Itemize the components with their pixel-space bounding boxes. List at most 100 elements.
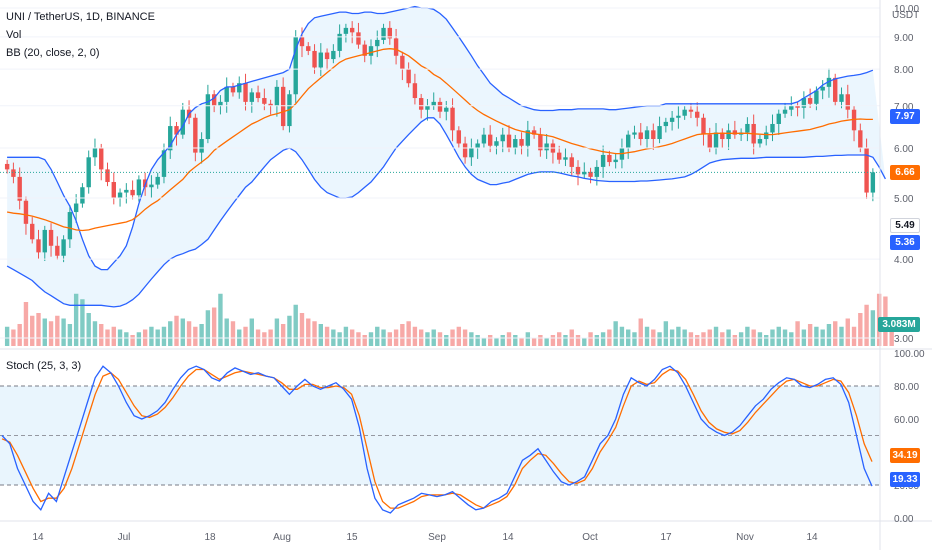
candle[interactable] xyxy=(280,77,286,131)
candle[interactable] xyxy=(274,80,280,117)
candle[interactable] xyxy=(594,160,600,186)
candle[interactable] xyxy=(481,127,487,148)
candle[interactable] xyxy=(92,138,98,166)
candle[interactable] xyxy=(864,138,869,199)
candle[interactable] xyxy=(556,145,562,164)
candle[interactable] xyxy=(99,143,104,181)
candle[interactable] xyxy=(770,114,775,142)
candle[interactable] xyxy=(268,99,273,115)
candle[interactable] xyxy=(425,98,430,121)
candle[interactable] xyxy=(237,76,242,99)
candle[interactable] xyxy=(306,42,311,56)
candle[interactable] xyxy=(858,123,863,153)
bollinger-basis-line[interactable] xyxy=(6,48,873,232)
candle[interactable] xyxy=(569,153,574,176)
candle[interactable] xyxy=(400,51,405,81)
candle[interactable] xyxy=(80,183,85,208)
stoch-k-line[interactable] xyxy=(1,365,873,514)
candle[interactable] xyxy=(318,43,324,77)
candle[interactable] xyxy=(23,196,29,235)
candle[interactable] xyxy=(349,21,355,44)
candle[interactable] xyxy=(4,159,10,174)
stochastic-legend[interactable]: Stoch (25, 3, 3) xyxy=(6,360,82,372)
candle[interactable] xyxy=(230,82,236,97)
candle[interactable] xyxy=(437,97,443,119)
candle[interactable] xyxy=(324,48,330,70)
candle[interactable] xyxy=(180,102,185,139)
candle[interactable] xyxy=(42,225,47,262)
candle[interactable] xyxy=(67,205,73,248)
candle[interactable] xyxy=(205,84,211,144)
candle[interactable] xyxy=(130,180,135,200)
candle[interactable] xyxy=(337,24,342,58)
candle[interactable] xyxy=(575,160,581,186)
candle[interactable] xyxy=(732,120,738,139)
candle[interactable] xyxy=(795,101,800,117)
candle[interactable] xyxy=(776,109,781,135)
volume-legend[interactable]: Vol xyxy=(6,29,22,41)
candle[interactable] xyxy=(544,134,549,159)
candle[interactable] xyxy=(249,88,254,113)
candle[interactable] xyxy=(412,73,418,105)
candle[interactable] xyxy=(531,126,537,139)
candle[interactable] xyxy=(11,162,16,184)
candle[interactable] xyxy=(55,236,60,260)
candle[interactable] xyxy=(48,223,54,257)
candle[interactable] xyxy=(513,134,518,155)
symbol-title[interactable]: UNI / TetherUS, 1D, BINANCE xyxy=(6,11,155,23)
price-pane[interactable] xyxy=(0,5,894,346)
candle[interactable] xyxy=(613,152,618,169)
candle[interactable] xyxy=(255,85,261,103)
candle[interactable] xyxy=(262,88,267,111)
candle[interactable] xyxy=(356,22,361,49)
candle[interactable] xyxy=(469,138,474,166)
candle[interactable] xyxy=(638,123,643,146)
candle[interactable] xyxy=(801,91,807,119)
candle[interactable] xyxy=(757,134,763,148)
candle[interactable] xyxy=(444,100,449,121)
candle[interactable] xyxy=(431,92,436,110)
candle[interactable] xyxy=(155,172,160,189)
candle[interactable] xyxy=(826,68,832,98)
candle[interactable] xyxy=(695,102,700,127)
candle[interactable] xyxy=(149,175,154,199)
stoch-pane[interactable] xyxy=(0,365,880,514)
candle[interactable] xyxy=(293,30,298,103)
candle[interactable] xyxy=(224,77,229,113)
candle[interactable] xyxy=(462,136,468,164)
candle[interactable] xyxy=(331,44,336,64)
candle[interactable] xyxy=(124,183,129,204)
candle[interactable] xyxy=(626,130,631,159)
candle[interactable] xyxy=(563,147,568,167)
candle[interactable] xyxy=(61,235,66,263)
candle[interactable] xyxy=(588,167,593,184)
candle[interactable] xyxy=(839,87,844,109)
candle[interactable] xyxy=(387,21,393,45)
candle[interactable] xyxy=(663,117,669,133)
candle[interactable] xyxy=(30,217,35,244)
candle[interactable] xyxy=(105,162,110,187)
candle[interactable] xyxy=(632,125,637,139)
candle[interactable] xyxy=(211,90,217,113)
candle[interactable] xyxy=(701,113,706,146)
candle[interactable] xyxy=(456,126,462,148)
bollinger-lower-line[interactable] xyxy=(6,117,886,308)
candle[interactable] xyxy=(475,139,480,159)
candle[interactable] xyxy=(168,116,173,159)
candle[interactable] xyxy=(745,117,750,142)
candle[interactable] xyxy=(607,150,612,167)
candle[interactable] xyxy=(343,23,349,43)
candle[interactable] xyxy=(406,62,411,88)
candle[interactable] xyxy=(17,167,22,210)
candle[interactable] xyxy=(73,194,79,223)
bollinger-upper-line[interactable] xyxy=(7,5,874,271)
candle[interactable] xyxy=(362,40,367,63)
candle[interactable] xyxy=(243,73,248,111)
candle[interactable] xyxy=(36,229,41,259)
candle[interactable] xyxy=(525,120,531,157)
candle[interactable] xyxy=(193,113,198,162)
candle[interactable] xyxy=(218,95,223,115)
candle[interactable] xyxy=(375,30,380,58)
candle[interactable] xyxy=(136,175,142,202)
candle[interactable] xyxy=(764,125,769,146)
